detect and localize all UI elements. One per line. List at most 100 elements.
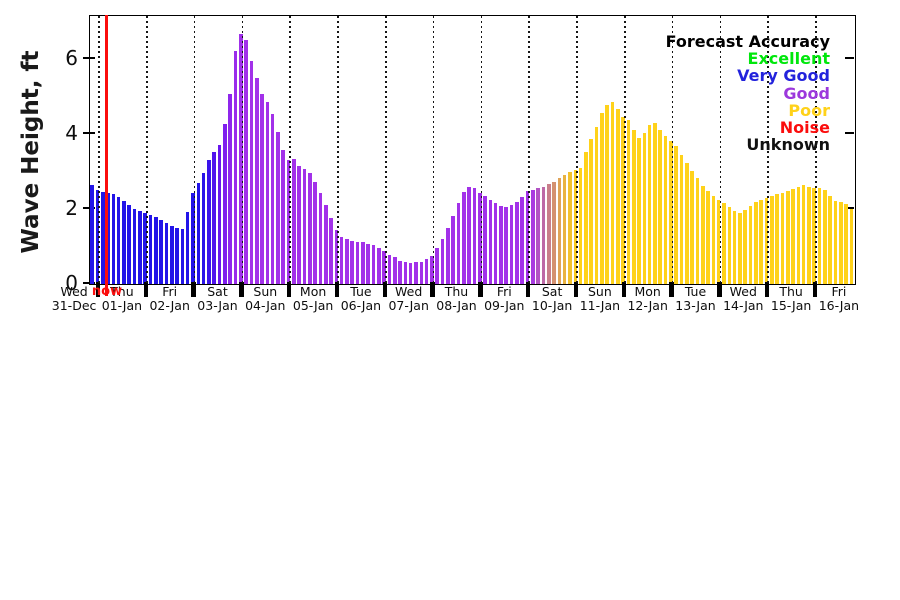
x-axis-day-tick	[430, 281, 435, 297]
legend-item-very-good: Very Good	[737, 66, 830, 86]
x-day-date: 15-Jan	[770, 297, 812, 313]
x-day-name: Wed	[729, 284, 757, 299]
x-day-label: Sun 04-Jan	[230, 285, 300, 313]
x-day-label: Tue 13-Jan	[661, 285, 731, 313]
midnight-gridline	[146, 16, 148, 284]
y-tick-mark-right	[845, 57, 854, 59]
legend-item-unknown: Unknown	[746, 135, 830, 155]
wave-bar	[148, 214, 153, 284]
legend-items: Excellent Very Good Good Poor Noise Unknown	[666, 50, 830, 153]
x-day-label: Tue 06-Jan	[326, 285, 396, 313]
wave-bar	[578, 167, 583, 284]
midnight-gridline	[432, 16, 435, 284]
wave-bar	[748, 206, 753, 284]
wave-bar	[716, 200, 721, 284]
wave-bar	[780, 192, 785, 284]
wave-bar	[509, 205, 514, 284]
wave-bar	[238, 33, 243, 284]
wave-bar	[568, 172, 572, 284]
wave-bar	[610, 102, 615, 284]
wave-bar	[408, 263, 413, 284]
midnight-gridline	[671, 16, 674, 284]
wave-bar	[557, 178, 562, 284]
wave-bar	[127, 204, 132, 284]
x-day-date: 09-Jan	[484, 297, 525, 313]
x-day-name: Wed	[60, 284, 88, 299]
wave-bar	[111, 194, 116, 284]
wave-bar	[424, 258, 429, 284]
x-day-label: Wed 31-Dec	[39, 285, 109, 313]
wave-bar	[138, 211, 142, 284]
legend-title: Forecast Accuracy	[665, 32, 830, 51]
x-axis-day-tick	[239, 281, 244, 297]
y-tick-label: 2	[65, 195, 78, 220]
wave-bar	[329, 218, 333, 284]
wave-bar	[265, 102, 270, 284]
midnight-gridline	[624, 16, 626, 284]
x-day-date: 03-Jan	[197, 297, 238, 313]
x-day-date: 08-Jan	[436, 297, 477, 313]
wave-bar	[398, 260, 402, 284]
wave-bar	[323, 205, 328, 284]
wave-bar	[546, 184, 551, 284]
midnight-gridline	[767, 16, 769, 284]
y-tick-mark	[83, 57, 95, 59]
wave-bar	[801, 185, 806, 284]
x-day-date: 06-Jan	[340, 297, 382, 313]
wave-bar	[260, 93, 264, 284]
wave-bar	[531, 189, 535, 284]
y-axis-label: Wave Height, ft	[18, 50, 44, 254]
wave-bar	[281, 149, 286, 284]
x-day-name: Fri	[496, 284, 512, 299]
wave-bar	[276, 132, 280, 284]
wave-bar	[600, 113, 604, 284]
wave-bar	[525, 191, 530, 284]
wave-bar	[180, 228, 185, 284]
x-day-date: 31-Dec	[51, 297, 97, 313]
wave-bar	[472, 188, 477, 284]
wave-bar	[366, 243, 370, 284]
x-day-name: Tue	[350, 284, 372, 299]
x-day-date: 14-Jan	[723, 297, 764, 313]
wave-bar	[504, 207, 509, 284]
wave-bar	[791, 188, 795, 284]
plot-area	[89, 15, 856, 285]
x-day-name: Fri	[831, 284, 847, 299]
x-axis-day-tick	[95, 281, 101, 297]
wave-bar	[143, 212, 147, 284]
x-axis-day-tick	[143, 281, 148, 297]
x-day-label: Sat 03-Jan	[183, 285, 253, 313]
wave-bar	[711, 196, 716, 284]
wave-bar	[122, 200, 126, 284]
x-day-name: Thu	[444, 284, 469, 299]
midnight-gridline	[98, 16, 100, 284]
wave-bar	[828, 195, 832, 284]
x-axis-day-tick	[526, 281, 531, 297]
wave-bar	[785, 190, 790, 284]
wave-bar	[270, 114, 275, 284]
x-day-label: Thu 08-Jan	[422, 285, 492, 313]
wave-bar	[520, 196, 524, 284]
y-tick-label: 6	[65, 45, 78, 70]
wave-bar	[695, 178, 700, 284]
x-day-label: Thu 15-Jan	[756, 285, 826, 313]
wave-bar	[244, 40, 248, 284]
midnight-gridline	[337, 16, 339, 284]
wave-bar	[361, 241, 365, 284]
wave-bar	[732, 210, 737, 284]
wave-bar	[345, 239, 349, 284]
x-day-date: 04-Jan	[245, 297, 286, 313]
wave-bar	[212, 152, 217, 284]
x-day-date: 13-Jan	[675, 297, 716, 313]
wave-bar	[430, 255, 434, 284]
y-tick-mark-right	[845, 132, 854, 134]
wave-bar	[191, 193, 195, 284]
wave-bar	[164, 223, 169, 284]
wave-bar	[499, 206, 503, 284]
wave-bar	[515, 201, 519, 284]
wave-bar	[207, 160, 211, 284]
midnight-gridline	[576, 16, 578, 284]
wave-bar	[844, 204, 848, 284]
wave-bar	[812, 188, 817, 284]
wave-bar	[371, 245, 376, 284]
